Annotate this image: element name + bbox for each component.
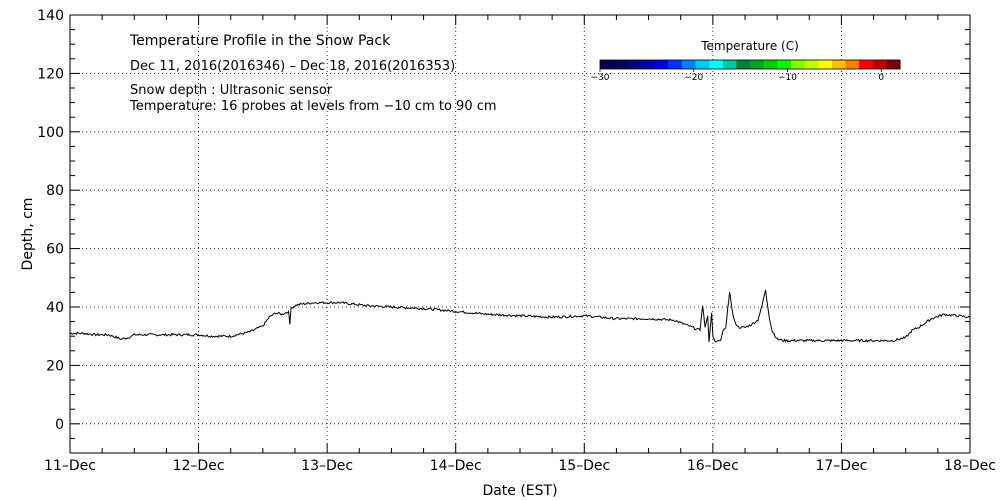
series-layer [69,289,971,343]
x-tick-label: 14–Dec [430,458,482,474]
x-tick-labels: 11–Dec 12–Dec 13–Dec 14–Dec 15–Dec 16–Dec 17–D… [44,458,996,474]
colorbar-swatch [668,60,683,69]
colorbar-swatch [886,60,901,69]
grid [70,15,970,453]
colorbar-title: Temperature (C) [700,39,799,53]
y-tick-label: 80 [46,183,64,199]
colorbar-swatch [831,60,846,69]
colorbar-swatch [613,60,628,69]
x-axis-label: Date (EST) [482,483,557,499]
note-snow-depth: Snow depth : Ultrasonic sensor [130,83,333,98]
plot-frame [69,14,971,454]
colorbar-swatch [600,60,615,69]
x-tick-label: 13–Dec [301,458,353,474]
x-tick-label: 17–Dec [815,458,867,474]
y-tick-label: 0 [55,417,64,433]
x-tick-label: 15–Dec [558,458,610,474]
colorbar-frame [599,59,901,70]
colorbar-swatch [818,60,833,69]
colorbar-swatch [804,60,819,69]
colorbar-swatch [681,60,696,69]
y-tick-label: 120 [37,66,64,82]
x-tick-label: 16–Dec [687,458,739,474]
colorbar-tick-label: −30 [591,73,610,83]
x-tick-label: 12–Dec [173,458,225,474]
y-tick-label: 40 [46,300,64,316]
colorbar-swatch [763,60,778,69]
y-axis-label: Depth, cm [20,198,36,271]
colorbar-swatch [627,60,642,69]
chart-subtitle: Dec 11, 2016(2016346) – Dec 18, 2016(201… [130,59,455,74]
y-tick-label: 100 [37,125,64,141]
colorbar-tick-label: 0 [878,73,884,83]
colorbar-swatch [777,60,792,69]
colorbar-tick-label: −20 [684,73,703,83]
y-tick-label: 20 [46,358,64,374]
axis-ticks [69,14,971,454]
note-temperature-probes: Temperature: 16 probes at levels from −1… [129,99,497,114]
colorbar-swatch [790,60,806,69]
colorbar-swatch [859,60,874,69]
colorbar-swatch [654,60,669,69]
colorbar-tick-labels: −30 −20 −10 0 [591,69,884,83]
colorbar-swatch [736,60,751,69]
y-tick-label: 60 [46,242,64,258]
colorbar-swatch [640,60,656,69]
colorbar-swatch [722,60,737,69]
colorbar-swatch [709,60,724,69]
chart-title: Temperature Profile in the Snow Pack [129,33,391,49]
colorbar-swatch [872,60,887,69]
x-tick-label: 18–Dec [944,458,996,474]
x-tick-label: 11–Dec [44,458,96,474]
colorbar-swatch [845,60,860,69]
y-tick-labels: 0 20 40 60 80 100 120 140 [37,8,64,433]
y-tick-label: 140 [37,8,64,24]
snow-depth-line [69,289,971,343]
temperature-colorbar [599,59,901,70]
colorbar-swatch [750,60,765,69]
colorbar-tick-label: −10 [778,73,797,83]
colorbar-swatch [695,60,710,69]
